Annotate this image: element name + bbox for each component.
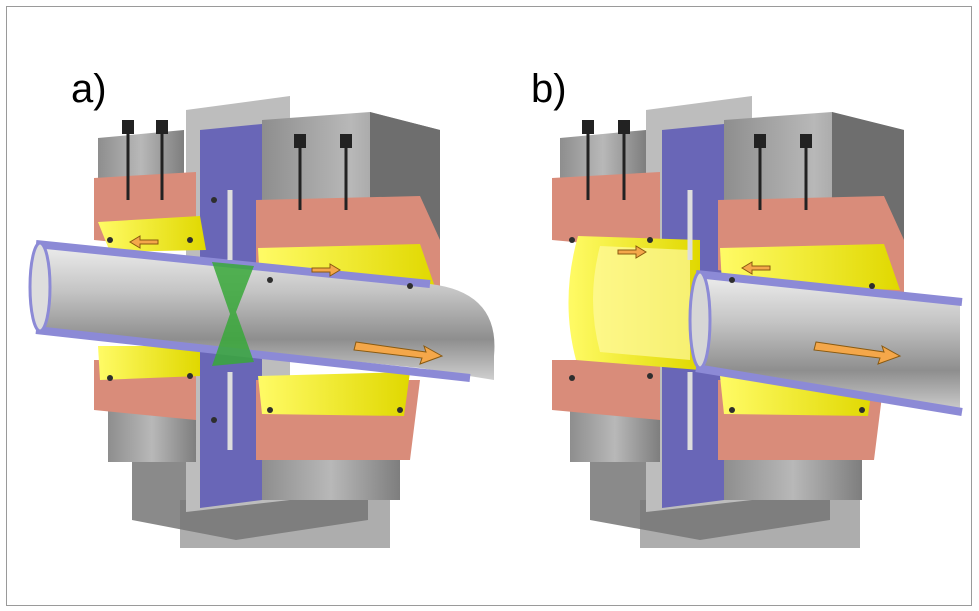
copper-lower-left [552, 360, 660, 420]
pipe-left-opening [688, 270, 712, 370]
pipe-left-opening [28, 241, 52, 333]
panel-label-b: b) [531, 67, 567, 111]
panel-label-a: a) [71, 67, 107, 111]
yellow-seal-lower-right [258, 372, 410, 416]
sensor-caps [122, 120, 352, 148]
pipe-top-edge [695, 270, 963, 306]
panel-a [28, 96, 495, 548]
yellow-seal-upper-left [98, 216, 206, 252]
yellow-seal-lower-left [98, 346, 200, 380]
sensor-probe-icon [586, 126, 808, 450]
pipe-bottom-edge [695, 364, 963, 416]
bolt-icon [107, 197, 413, 423]
small-arrow-right [617, 245, 647, 259]
pipe-bottom-edge [35, 326, 471, 382]
base-plinth [180, 500, 390, 548]
flow-arrow-icon [353, 341, 444, 365]
small-arrow-left [129, 235, 159, 249]
bolt-icon [569, 237, 875, 413]
base-plinth [640, 500, 860, 548]
sensor-probe-icon [126, 126, 348, 450]
small-arrow-right [311, 263, 341, 277]
panel-b [552, 96, 963, 548]
flow-arrow-icon [813, 341, 902, 365]
yellow-liner-inner [593, 246, 690, 360]
sensor-caps [582, 120, 812, 148]
copper-upper-left [552, 172, 660, 250]
green-neck [212, 262, 254, 366]
small-arrow-left [741, 261, 771, 275]
